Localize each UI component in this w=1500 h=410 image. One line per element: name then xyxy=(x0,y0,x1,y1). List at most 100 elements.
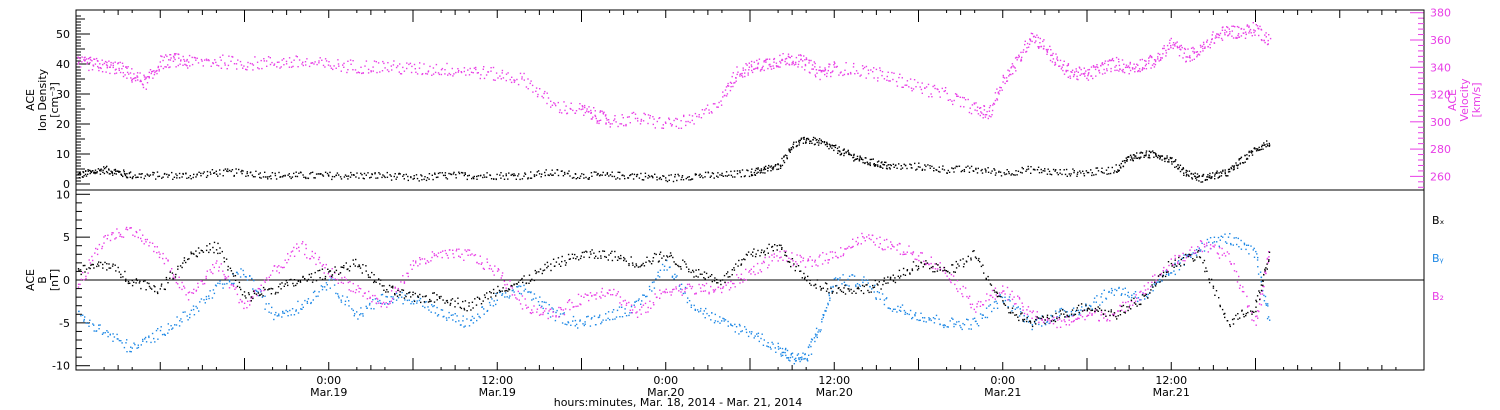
ion-density-point xyxy=(1124,161,1126,164)
ion-density-point xyxy=(831,147,833,149)
ion-density-point xyxy=(1143,154,1146,157)
bz-point xyxy=(892,245,894,247)
by-point xyxy=(454,313,456,315)
by-point xyxy=(1153,283,1155,285)
velocity-point xyxy=(197,62,200,64)
by-point xyxy=(1120,294,1122,296)
velocity-point xyxy=(1174,45,1176,47)
ion-density-point xyxy=(652,176,654,179)
ion-density-point xyxy=(1257,148,1259,150)
bz-point xyxy=(861,232,863,235)
ion-density-point xyxy=(271,172,274,174)
ion-density-point xyxy=(1087,171,1090,174)
bz-point xyxy=(542,313,544,316)
ion-density-point xyxy=(886,168,888,170)
velocity-point xyxy=(994,99,997,102)
bz-point xyxy=(631,312,633,314)
ion-density-point xyxy=(699,176,701,178)
ion-density-point xyxy=(1159,155,1161,157)
bz-point xyxy=(586,294,588,296)
bz-point xyxy=(1239,284,1241,287)
velocity-point xyxy=(446,62,448,65)
ion-density-point xyxy=(517,175,519,177)
by-point xyxy=(1127,294,1129,297)
velocity-point xyxy=(909,78,912,80)
bz-point xyxy=(459,256,461,258)
ion-density-point xyxy=(1121,160,1124,162)
velocity-point xyxy=(121,68,123,70)
by-point xyxy=(938,318,940,320)
ion-density-point xyxy=(1171,163,1173,165)
bz-point xyxy=(390,300,392,302)
ion-density-point xyxy=(115,173,117,175)
velocity-point xyxy=(1240,35,1243,37)
bx-point xyxy=(112,263,114,265)
velocity-point xyxy=(820,71,822,73)
velocity-point xyxy=(737,71,739,73)
ion-density-point xyxy=(1172,161,1175,163)
ion-density-point xyxy=(379,173,381,175)
ion-density-point xyxy=(541,173,543,175)
ion-density-point xyxy=(1153,156,1155,158)
ion-density-point xyxy=(335,174,337,177)
bz-point xyxy=(1080,314,1082,316)
velocity-point xyxy=(487,71,490,73)
velocity-point xyxy=(147,76,149,78)
by-point xyxy=(651,281,654,284)
bx-point xyxy=(148,285,151,288)
velocity-point xyxy=(249,62,252,65)
ion-density-point xyxy=(264,171,266,173)
ion-density-point xyxy=(1248,151,1250,154)
by-point xyxy=(1017,306,1019,308)
ion-density-point xyxy=(106,171,109,174)
bx-point xyxy=(255,293,258,295)
ion-density-point xyxy=(575,178,577,180)
ion-density-point xyxy=(668,179,670,181)
bx-point xyxy=(160,285,163,287)
ion-density-point xyxy=(428,173,431,175)
velocity-point xyxy=(953,99,955,102)
velocity-point xyxy=(1189,55,1191,57)
velocity-point xyxy=(640,118,643,121)
bz-point xyxy=(970,306,972,309)
ion-density-point xyxy=(144,175,147,177)
velocity-point xyxy=(131,78,133,80)
velocity-point xyxy=(860,74,862,76)
by-point xyxy=(963,324,966,326)
bz-point xyxy=(1063,319,1065,321)
by-point xyxy=(1110,287,1113,290)
by-point xyxy=(698,311,700,313)
ion-density-point xyxy=(1012,174,1015,176)
bz-point xyxy=(130,227,132,229)
by-point xyxy=(991,310,993,313)
by-point xyxy=(120,340,122,342)
velocity-point xyxy=(642,120,645,122)
bz-point xyxy=(178,276,180,278)
velocity-point xyxy=(1224,29,1226,31)
by-point xyxy=(116,333,118,336)
velocity-point xyxy=(283,58,285,60)
velocity-point xyxy=(984,114,986,116)
velocity-point xyxy=(1194,51,1196,53)
by-point xyxy=(929,318,931,320)
velocity-point xyxy=(226,68,228,70)
bz-point xyxy=(115,237,117,239)
bz-point xyxy=(555,316,557,318)
velocity-point xyxy=(1051,54,1053,56)
by-point xyxy=(988,305,990,307)
by-point xyxy=(381,293,384,296)
velocity-point xyxy=(175,53,177,55)
by-point xyxy=(501,294,503,296)
by-point xyxy=(543,301,545,303)
ion-density-point xyxy=(405,173,407,176)
velocity-point xyxy=(701,109,704,111)
bz-point xyxy=(868,234,870,236)
by-point xyxy=(413,299,415,302)
bz-point xyxy=(1217,253,1220,255)
ion-density-point xyxy=(152,171,154,174)
ion-density-point xyxy=(619,178,621,180)
velocity-point xyxy=(1148,60,1150,62)
ion-density-point xyxy=(1120,167,1122,169)
bz-point xyxy=(1189,249,1191,251)
bz-point xyxy=(562,309,564,311)
